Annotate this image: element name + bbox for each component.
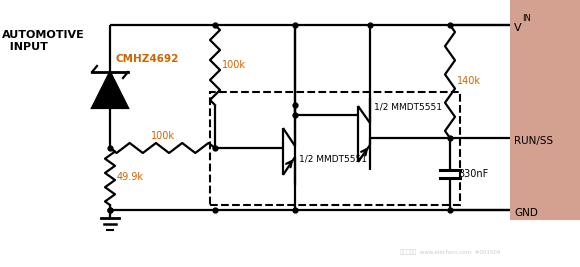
Text: V: V: [514, 23, 521, 33]
Text: 电子发烧友  www.elecfans.com  #001509: 电子发烧友 www.elecfans.com #001509: [400, 249, 501, 255]
Text: IN: IN: [522, 14, 531, 23]
Text: GND: GND: [514, 208, 538, 218]
Text: RUN/SS: RUN/SS: [514, 136, 553, 146]
Text: 330nF: 330nF: [458, 169, 488, 179]
Text: 1/2 MMDT5551: 1/2 MMDT5551: [374, 103, 442, 112]
Text: AUTOMOTIVE
  INPUT: AUTOMOTIVE INPUT: [2, 30, 85, 52]
Text: 49.9k: 49.9k: [117, 171, 144, 182]
Text: CMHZ4692: CMHZ4692: [115, 54, 179, 64]
Polygon shape: [92, 72, 128, 108]
Text: 100k: 100k: [150, 131, 175, 141]
Text: 1/2 MMDT5551: 1/2 MMDT5551: [299, 155, 367, 164]
Text: 140k: 140k: [457, 77, 481, 87]
Text: 100k: 100k: [222, 60, 246, 70]
Bar: [510, 0, 580, 220]
